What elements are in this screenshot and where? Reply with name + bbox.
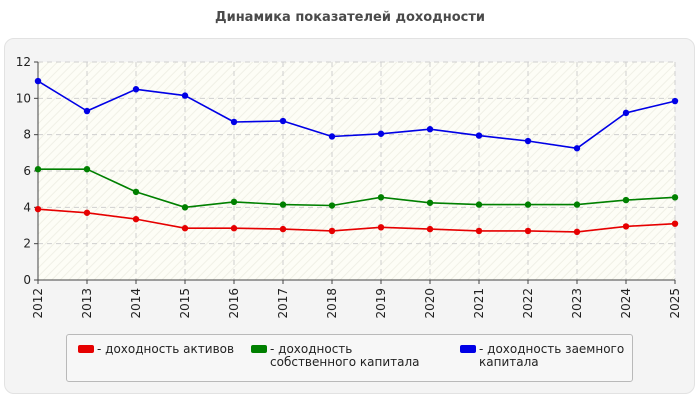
y-tick-label: 12 — [16, 55, 31, 69]
legend-swatch-blue — [460, 345, 476, 353]
data-point-2 — [475, 132, 483, 139]
data-point-1 — [622, 196, 630, 204]
data-point-0 — [426, 225, 434, 233]
data-point-1 — [475, 201, 483, 208]
x-tick-label: 2017 — [276, 288, 290, 319]
chart-legend: - доходность активов - доходность собств… — [66, 334, 633, 382]
x-tick-label: 2013 — [80, 288, 94, 319]
y-tick-label: 8 — [23, 128, 31, 142]
data-point-0 — [34, 205, 42, 213]
y-tick-label: 4 — [23, 200, 31, 214]
data-point-2 — [132, 86, 140, 93]
data-point-0 — [83, 209, 91, 216]
data-point-1 — [426, 199, 434, 206]
x-tick-label: 2023 — [570, 288, 584, 319]
y-tick-label: 2 — [23, 237, 31, 251]
data-point-1 — [524, 201, 532, 208]
data-point-2 — [34, 77, 42, 85]
data-point-1 — [377, 194, 385, 201]
data-point-2 — [181, 92, 189, 99]
data-point-2 — [524, 137, 532, 145]
data-point-1 — [132, 188, 140, 196]
data-point-0 — [279, 225, 287, 233]
data-point-1 — [328, 202, 336, 209]
data-point-2 — [83, 107, 91, 115]
legend-label: - доходность собственного капитала — [270, 342, 420, 369]
data-point-0 — [475, 227, 483, 235]
legend-item-debt: - доходность заемного капитала — [460, 343, 629, 369]
data-point-0 — [671, 220, 679, 227]
x-tick-label: 2020 — [423, 288, 437, 319]
legend-item-equity: - доходность собственного капитала — [251, 343, 440, 369]
x-tick-label: 2014 — [129, 288, 143, 319]
data-point-2 — [279, 117, 287, 125]
data-point-2 — [426, 126, 434, 133]
y-tick-label: 10 — [16, 91, 31, 105]
data-point-0 — [328, 227, 336, 235]
chart-title: Динамика показателей доходности — [215, 10, 485, 25]
y-tick-label: 0 — [23, 273, 31, 287]
data-point-1 — [34, 165, 42, 173]
data-point-2 — [377, 130, 385, 137]
legend-swatch-green — [251, 345, 267, 353]
x-tick-label: 2015 — [178, 288, 192, 319]
x-tick-label: 2016 — [227, 288, 241, 319]
data-point-0 — [230, 225, 238, 232]
legend-item-assets: - доходность активов — [78, 343, 234, 356]
data-point-1 — [671, 194, 679, 201]
legend-label: - доходность активов — [97, 342, 235, 356]
legend-swatch-red — [78, 345, 94, 353]
data-point-0 — [377, 224, 385, 231]
x-tick-label: 2019 — [374, 288, 388, 319]
data-point-0 — [573, 228, 581, 236]
data-point-0 — [524, 227, 532, 235]
data-point-0 — [181, 225, 189, 232]
data-point-1 — [181, 204, 189, 211]
series-line-0 — [37, 208, 676, 233]
data-point-1 — [83, 165, 91, 173]
data-point-1 — [279, 201, 287, 208]
data-point-2 — [671, 97, 679, 105]
series-line-2 — [37, 80, 676, 150]
data-point-0 — [622, 223, 630, 230]
y-tick-label: 6 — [23, 164, 31, 178]
data-point-2 — [328, 133, 336, 140]
legend-label: - доходность заемного капитала — [479, 342, 625, 369]
x-tick-label: 2021 — [472, 288, 486, 319]
data-point-2 — [622, 109, 630, 117]
data-point-1 — [230, 198, 238, 206]
x-tick-label: 2025 — [668, 288, 682, 319]
data-point-0 — [132, 215, 140, 223]
x-tick-label: 2022 — [521, 288, 535, 319]
data-point-2 — [573, 145, 581, 152]
series-line-1 — [38, 168, 676, 209]
x-tick-label: 2012 — [31, 288, 45, 319]
x-tick-label: 2024 — [619, 288, 633, 319]
data-point-1 — [573, 201, 581, 208]
x-tick-label: 2018 — [325, 288, 339, 319]
data-point-2 — [230, 118, 238, 126]
